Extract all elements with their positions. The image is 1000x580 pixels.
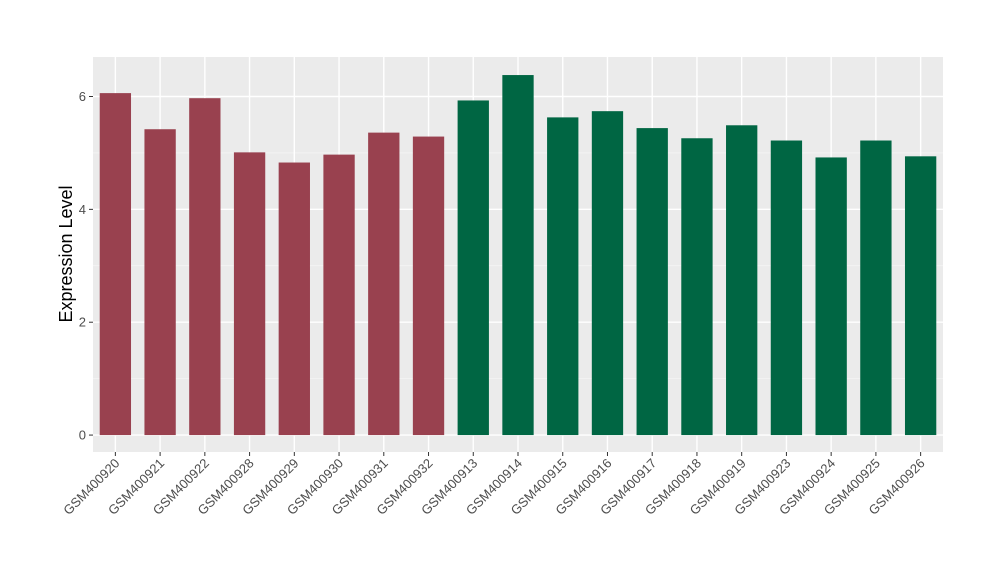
bar bbox=[323, 154, 355, 436]
bar bbox=[144, 129, 176, 436]
bar bbox=[368, 132, 400, 436]
bar bbox=[636, 128, 668, 436]
bar bbox=[770, 140, 803, 436]
bar bbox=[726, 125, 758, 436]
y-tick-label: 0 bbox=[79, 428, 86, 443]
bar bbox=[547, 117, 579, 436]
bar bbox=[591, 111, 624, 436]
bar bbox=[412, 136, 445, 436]
bar bbox=[502, 75, 534, 436]
bar bbox=[233, 152, 266, 436]
x-axis: GSM400920GSM400921GSM400922GSM400928GSM4… bbox=[60, 452, 928, 518]
bar bbox=[99, 93, 132, 436]
bars bbox=[99, 75, 937, 436]
y-tick-label: 2 bbox=[79, 315, 86, 330]
y-axis: 0 2 4 6 bbox=[79, 89, 93, 443]
y-tick-label: 4 bbox=[79, 202, 86, 217]
bar bbox=[860, 140, 892, 436]
bar bbox=[457, 100, 489, 436]
bar bbox=[815, 157, 847, 436]
bar bbox=[681, 138, 713, 436]
y-tick-label: 6 bbox=[79, 89, 86, 104]
y-axis-title: Expression Level bbox=[56, 185, 76, 322]
bar bbox=[904, 156, 937, 436]
bar bbox=[278, 162, 310, 436]
bar bbox=[189, 98, 221, 436]
